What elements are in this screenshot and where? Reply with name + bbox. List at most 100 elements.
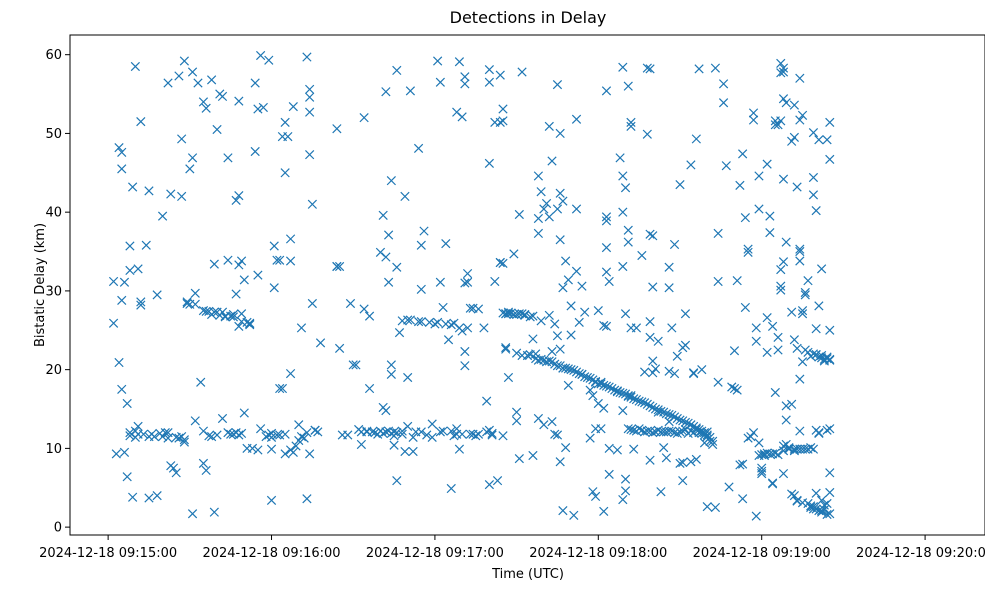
data-point — [234, 191, 244, 201]
data-point — [623, 225, 633, 235]
data-point — [697, 428, 707, 439]
data-point — [285, 256, 296, 266]
data-point — [419, 226, 429, 236]
data-point — [449, 431, 459, 441]
data-point — [435, 277, 445, 287]
data-point — [204, 431, 214, 441]
data-point — [599, 506, 609, 517]
data-point — [740, 213, 750, 223]
data-point — [604, 469, 614, 479]
data-point — [732, 276, 742, 286]
data-point — [746, 431, 756, 442]
data-point — [209, 507, 219, 517]
data-point — [462, 268, 473, 279]
data-point — [400, 191, 410, 202]
data-point — [465, 429, 475, 439]
data-point — [256, 50, 266, 61]
data-point — [471, 431, 481, 441]
data-point — [209, 259, 219, 269]
data-point — [656, 406, 666, 417]
data-point — [623, 424, 633, 434]
data-point — [811, 205, 821, 216]
data-point — [280, 429, 290, 439]
data-point — [618, 405, 628, 416]
data-point — [435, 77, 445, 87]
data-point — [460, 79, 470, 89]
data-point — [138, 429, 149, 439]
data-point — [441, 239, 451, 249]
data-point — [566, 365, 576, 375]
data-point — [397, 429, 407, 439]
data-point — [754, 438, 764, 448]
data-point — [778, 94, 789, 104]
data-point — [664, 409, 674, 420]
data-point — [808, 349, 819, 359]
data-point — [144, 493, 154, 503]
data-point — [400, 446, 410, 457]
data-point — [754, 171, 764, 181]
data-point — [561, 256, 571, 266]
data-point — [585, 385, 595, 395]
data-point — [792, 496, 802, 506]
y-tick-label: 30 — [45, 284, 62, 299]
data-point — [157, 431, 168, 442]
data-point — [754, 204, 764, 214]
data-point — [392, 428, 402, 438]
data-point — [484, 479, 494, 490]
data-point — [806, 442, 816, 453]
data-point — [566, 301, 576, 311]
data-point — [667, 426, 677, 436]
data-point — [511, 416, 522, 426]
data-point — [266, 495, 277, 505]
data-point — [536, 187, 546, 197]
data-point — [462, 277, 473, 287]
data-point — [206, 75, 217, 85]
data-point — [787, 489, 797, 499]
data-point — [648, 356, 658, 366]
x-tick-label: 2024-12-18 09:18:00 — [529, 546, 667, 561]
data-point — [171, 468, 181, 478]
data-point — [539, 420, 549, 430]
data-point — [277, 383, 288, 394]
data-point — [111, 449, 121, 459]
data-point — [727, 382, 737, 392]
data-point — [381, 405, 391, 416]
data-point — [209, 307, 219, 317]
data-point — [634, 396, 644, 406]
data-point — [811, 324, 821, 334]
data-point — [465, 303, 475, 313]
data-point — [117, 164, 127, 174]
data-point — [275, 383, 285, 394]
data-point — [639, 367, 650, 377]
data-point — [174, 433, 184, 443]
data-point — [653, 336, 663, 346]
data-point — [511, 348, 522, 358]
data-point — [680, 309, 691, 319]
data-point — [765, 228, 775, 238]
data-point — [266, 444, 277, 454]
data-point — [296, 323, 307, 333]
data-point — [403, 315, 413, 325]
data-point — [133, 264, 143, 274]
data-point — [593, 379, 603, 389]
data-point — [814, 352, 824, 362]
data-point — [816, 350, 827, 361]
data-point — [315, 338, 326, 348]
data-point — [571, 204, 582, 214]
data-point — [196, 377, 206, 387]
data-point — [751, 336, 761, 346]
data-point — [822, 498, 832, 509]
data-point — [724, 482, 734, 492]
data-point — [765, 211, 775, 221]
data-point — [789, 491, 799, 501]
data-point — [819, 500, 829, 510]
data-point — [460, 72, 470, 82]
data-point — [223, 153, 233, 163]
data-point — [198, 97, 209, 107]
data-point — [201, 306, 211, 317]
data-point — [381, 427, 391, 437]
data-point — [751, 323, 761, 333]
